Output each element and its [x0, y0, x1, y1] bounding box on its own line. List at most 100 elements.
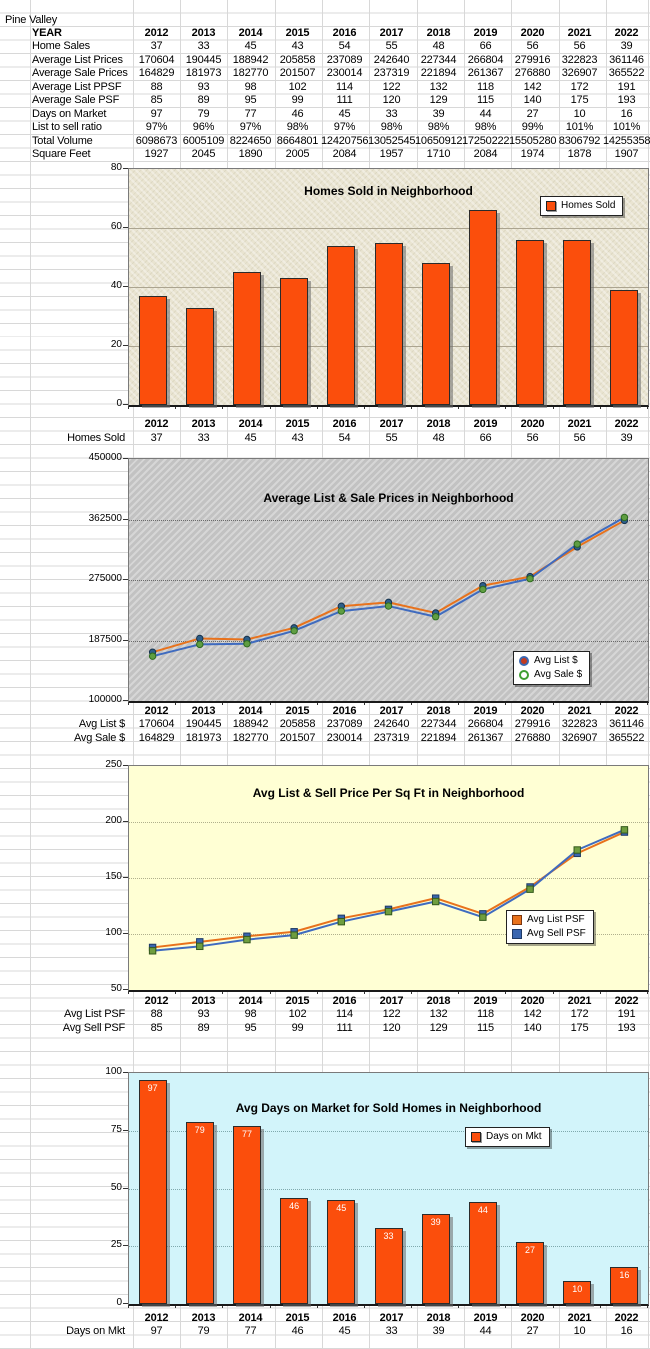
value-cell[interactable]: 97% [239, 121, 262, 134]
value-cell[interactable]: 221894 [420, 67, 457, 80]
value-cell[interactable]: 322823 [561, 718, 598, 730]
value-cell[interactable]: 2084 [473, 148, 498, 161]
value-cell[interactable]: 120 [382, 1021, 401, 1034]
value-cell[interactable]: 1890 [238, 148, 263, 161]
value-cell[interactable]: 85 [150, 94, 163, 107]
row-label[interactable]: Average List Prices [32, 53, 123, 66]
value-cell[interactable]: 365522 [608, 731, 645, 744]
year-cell[interactable]: 2013 [191, 1311, 216, 1324]
value-cell[interactable]: 46 [291, 107, 304, 120]
value-cell[interactable]: 326907 [561, 67, 598, 80]
year-cell[interactable]: 2020 [520, 26, 545, 39]
value-cell[interactable]: 16 [620, 107, 633, 120]
value-cell[interactable]: 66 [479, 431, 492, 444]
value-cell[interactable]: 1710 [426, 148, 451, 161]
value-cell[interactable]: 88 [150, 1008, 163, 1020]
value-cell[interactable]: 85 [150, 1021, 163, 1034]
value-cell[interactable]: 45 [244, 40, 257, 53]
value-cell[interactable]: 98 [244, 1008, 257, 1020]
year-cell[interactable]: 2015 [285, 704, 310, 717]
value-cell[interactable]: 99 [291, 1021, 304, 1034]
year-cell[interactable]: 2015 [285, 994, 310, 1007]
value-cell[interactable]: 114 [336, 80, 353, 93]
value-cell[interactable]: 111 [336, 1021, 353, 1034]
value-cell[interactable]: 129 [429, 94, 448, 107]
year-cell[interactable]: 2013 [191, 704, 216, 717]
value-cell[interactable]: 6005109 [182, 134, 225, 147]
value-cell[interactable]: 44 [479, 107, 492, 120]
year-cell[interactable]: 2014 [238, 704, 263, 717]
value-cell[interactable]: 230014 [326, 67, 363, 80]
value-cell[interactable]: 227344 [420, 53, 457, 66]
value-cell[interactable]: 193 [617, 94, 636, 107]
value-cell[interactable]: 77 [244, 107, 257, 120]
row-label[interactable]: Average Sale PSF [32, 94, 120, 107]
year-cell[interactable]: 2016 [332, 1311, 357, 1324]
value-cell[interactable]: 361146 [609, 718, 644, 730]
value-cell[interactable]: 95 [244, 1021, 257, 1034]
value-cell[interactable]: 8306792 [558, 134, 601, 147]
value-cell[interactable]: 8664801 [276, 134, 319, 147]
value-cell[interactable]: 1907 [614, 148, 639, 161]
value-cell[interactable]: 188942 [232, 718, 269, 730]
value-cell[interactable]: 205858 [279, 53, 316, 66]
value-cell[interactable]: 242640 [373, 53, 410, 66]
value-cell[interactable]: 261367 [467, 731, 504, 744]
value-cell[interactable]: 2084 [332, 148, 357, 161]
value-cell[interactable]: 114 [336, 1008, 353, 1020]
year-cell[interactable]: 2020 [520, 994, 545, 1007]
year-cell[interactable]: 2014 [238, 1311, 263, 1324]
value-cell[interactable]: 182770 [232, 731, 269, 744]
value-cell[interactable]: 16 [620, 1325, 633, 1337]
value-cell[interactable]: 93 [197, 1008, 210, 1020]
row-label[interactable]: Days on Market [32, 107, 107, 120]
value-cell[interactable]: 279916 [514, 53, 551, 66]
year-cell[interactable]: 2015 [285, 418, 310, 430]
value-cell[interactable]: 2045 [191, 148, 216, 161]
value-cell[interactable]: 237089 [326, 718, 363, 730]
value-cell[interactable]: 221894 [420, 731, 457, 744]
value-cell[interactable]: 33 [385, 1325, 398, 1337]
year-cell[interactable]: 2021 [567, 704, 592, 717]
year-cell[interactable]: 2015 [285, 1311, 310, 1324]
value-cell[interactable]: 37 [150, 431, 163, 444]
value-cell[interactable]: 33 [197, 40, 210, 53]
year-cell[interactable]: 2022 [614, 26, 639, 39]
year-cell[interactable]: 2020 [520, 418, 545, 430]
year-cell[interactable]: 2014 [238, 26, 263, 39]
value-cell[interactable]: 44 [479, 1325, 492, 1337]
value-cell[interactable]: 43 [291, 431, 304, 444]
value-cell[interactable]: 172 [570, 1008, 589, 1020]
year-cell[interactable]: 2017 [379, 704, 404, 717]
value-cell[interactable]: 140 [523, 94, 542, 107]
value-cell[interactable]: 98% [474, 121, 497, 134]
value-cell[interactable]: 201507 [279, 67, 316, 80]
year-cell[interactable]: 2012 [144, 994, 169, 1007]
value-cell[interactable]: 164829 [138, 67, 175, 80]
value-cell[interactable]: 56 [526, 40, 539, 53]
value-cell[interactable]: 27 [526, 1325, 539, 1337]
value-cell[interactable]: 15505280 [509, 134, 557, 147]
value-cell[interactable]: 237089 [326, 53, 363, 66]
value-cell[interactable]: 93 [197, 80, 210, 93]
value-cell[interactable]: 12420756 [321, 134, 369, 147]
year-cell[interactable]: 2014 [238, 418, 263, 430]
row-label[interactable]: Average Sale Prices [32, 67, 128, 80]
year-cell[interactable]: 2012 [144, 418, 169, 430]
value-cell[interactable]: 6098673 [135, 134, 178, 147]
value-cell[interactable]: 99 [291, 94, 304, 107]
value-cell[interactable]: 115 [477, 94, 494, 107]
value-cell[interactable]: 98 [244, 80, 257, 93]
value-cell[interactable]: 170604 [138, 718, 175, 730]
year-cell[interactable]: 2018 [426, 26, 451, 39]
value-cell[interactable]: 79 [197, 1325, 210, 1337]
value-cell[interactable]: 237319 [373, 67, 410, 80]
value-cell[interactable]: 118 [477, 80, 494, 93]
year-cell[interactable]: 2015 [285, 26, 310, 39]
year-cell[interactable]: 2013 [191, 994, 216, 1007]
year-cell[interactable]: 2017 [379, 994, 404, 1007]
value-cell[interactable]: 172 [570, 80, 589, 93]
value-cell[interactable]: 88 [150, 80, 163, 93]
value-cell[interactable]: 8224650 [229, 134, 272, 147]
year-cell[interactable]: 2020 [520, 1311, 545, 1324]
